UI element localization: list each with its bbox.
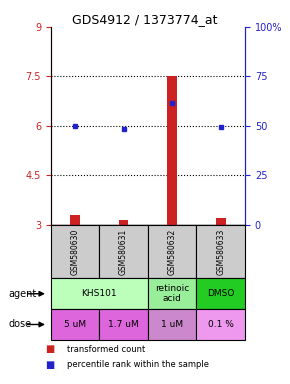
- Text: agent: agent: [9, 289, 37, 299]
- Bar: [216, 218, 226, 225]
- Bar: [51, 309, 99, 340]
- Text: DMSO: DMSO: [207, 289, 234, 298]
- Text: ■: ■: [45, 344, 54, 354]
- Text: GSM580632: GSM580632: [168, 228, 177, 275]
- Bar: [119, 220, 128, 225]
- Bar: [99, 309, 148, 340]
- Bar: [197, 309, 245, 340]
- Text: retinoic
acid: retinoic acid: [155, 284, 189, 303]
- Text: transformed count: transformed count: [67, 345, 145, 354]
- Text: GSM580633: GSM580633: [216, 228, 225, 275]
- Text: GDS4912 / 1373774_at: GDS4912 / 1373774_at: [72, 13, 218, 26]
- Bar: [148, 309, 196, 340]
- Text: 1.7 uM: 1.7 uM: [108, 320, 139, 329]
- Text: ■: ■: [45, 360, 54, 370]
- Bar: [99, 225, 148, 278]
- Bar: [167, 76, 177, 225]
- Bar: [197, 225, 245, 278]
- Text: 1 uM: 1 uM: [161, 320, 183, 329]
- Text: percentile rank within the sample: percentile rank within the sample: [67, 360, 209, 369]
- Bar: [51, 225, 99, 278]
- Text: dose: dose: [9, 319, 32, 329]
- Text: GSM580630: GSM580630: [70, 228, 79, 275]
- Bar: [148, 278, 196, 309]
- Text: 5 uM: 5 uM: [64, 320, 86, 329]
- Text: 0.1 %: 0.1 %: [208, 320, 234, 329]
- Bar: [148, 225, 196, 278]
- Bar: [51, 278, 148, 309]
- Text: GSM580631: GSM580631: [119, 228, 128, 275]
- Bar: [70, 215, 80, 225]
- Bar: [197, 278, 245, 309]
- Text: KHS101: KHS101: [81, 289, 117, 298]
